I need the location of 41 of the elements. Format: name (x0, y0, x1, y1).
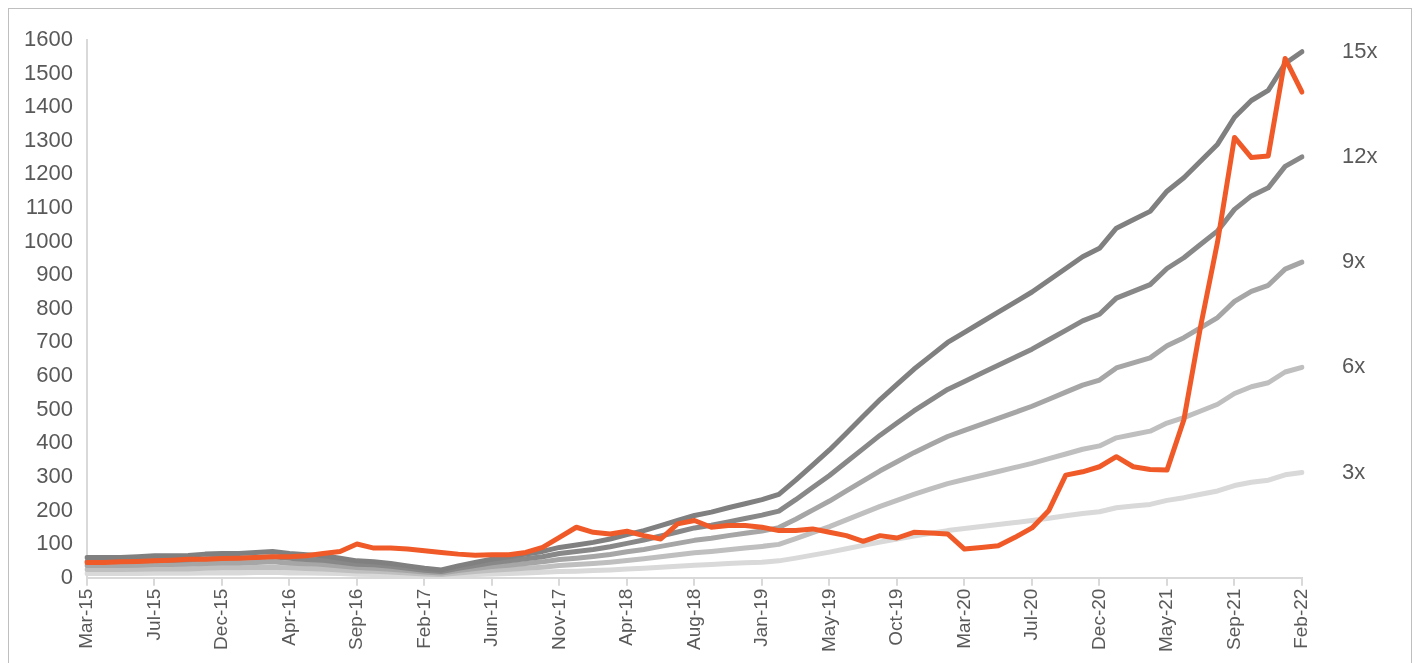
y-tick-label: 1300 (23, 126, 73, 152)
x-tick-label: Jul-15 (142, 588, 164, 641)
x-tick-label: Feb-17 (412, 588, 434, 649)
y-tick-label: 400 (36, 429, 73, 455)
y-tick-label: 700 (36, 328, 73, 354)
series-label: 3x (1342, 458, 1366, 484)
y-tick-label: 100 (36, 530, 73, 556)
x-tick-label: Apr-16 (277, 588, 299, 646)
y-tick-label: 0 (60, 563, 73, 589)
y-tick-label: 600 (36, 362, 73, 388)
x-tick-label: May-21 (1155, 588, 1177, 652)
y-tick-label: 1500 (23, 59, 73, 85)
x-tick-label: Feb-22 (1290, 588, 1312, 649)
x-tick-label: Nov-17 (547, 588, 569, 650)
x-tick-label: Sep-16 (345, 588, 367, 650)
y-tick-label: 1100 (25, 194, 73, 220)
y-tick-label: 800 (36, 294, 73, 320)
y-tick-label: 900 (36, 261, 73, 287)
x-tick-label: Dec-20 (1087, 588, 1109, 650)
y-tick-label: 1000 (23, 227, 73, 253)
x-tick-label: Aug-18 (682, 588, 704, 650)
x-tick-label: Oct-19 (885, 588, 907, 646)
x-tick-label: Jun-17 (480, 588, 502, 647)
y-tick-label: 1200 (23, 160, 73, 186)
x-tick-label: Jan-19 (750, 588, 772, 647)
x-tick-label: Sep-21 (1222, 588, 1244, 650)
series-label: 6x (1342, 353, 1366, 379)
x-tick-label: Apr-18 (615, 588, 637, 646)
x-tick-label: Mar-20 (952, 588, 974, 649)
y-tick-label: 300 (36, 462, 73, 488)
series-label: 12x (1342, 143, 1378, 168)
series-label: 15x (1342, 37, 1378, 63)
y-tick-label: 1400 (23, 93, 73, 119)
x-tick-label: May-19 (817, 588, 839, 652)
y-tick-label: 1600 (23, 26, 73, 52)
x-tick-label: Jul-20 (1020, 588, 1042, 641)
y-tick-label: 500 (36, 395, 73, 421)
y-tick-label: 200 (36, 496, 73, 522)
x-tick-label: Dec-15 (210, 588, 232, 650)
x-tick-label: Mar-15 (75, 588, 97, 649)
series-label: 9x (1342, 248, 1366, 274)
